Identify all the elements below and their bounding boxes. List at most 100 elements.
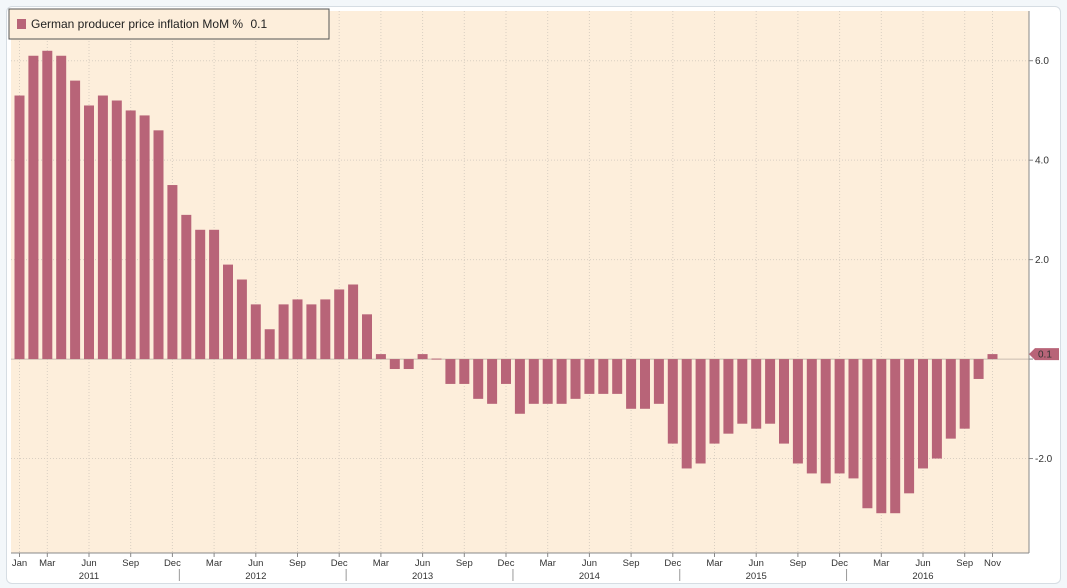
bar-dec-2013 xyxy=(501,359,511,384)
x-tick-label-month: Jun xyxy=(915,558,930,569)
bar-feb-2015 xyxy=(695,359,706,464)
bar-apr-2015 xyxy=(723,359,734,434)
y-tick-label: 6.0 xyxy=(1035,56,1049,67)
legend-box xyxy=(8,8,330,40)
bar-nov-2015 xyxy=(820,359,831,484)
x-tick-label-year: 2012 xyxy=(245,571,266,582)
bar-mar-2012 xyxy=(209,229,220,360)
bar-jun-2013 xyxy=(417,354,428,360)
x-tick-label-year: 2013 xyxy=(412,571,433,582)
bar-may-2015 xyxy=(737,359,748,424)
plot-background xyxy=(11,11,1029,553)
bar-jan-2012 xyxy=(181,214,192,360)
bar-apr-2014 xyxy=(556,359,567,404)
bar-jul-2012 xyxy=(264,329,275,360)
bar-feb-2014 xyxy=(528,359,539,404)
legend-label: German producer price inflation MoM % 0.… xyxy=(31,17,267,31)
bar-mar-2016 xyxy=(876,359,887,514)
bar-may-2016 xyxy=(904,359,915,494)
x-tick-label-month: Dec xyxy=(498,558,515,569)
bar-dec-2014 xyxy=(667,359,678,444)
x-tick-label-year: 2011 xyxy=(79,571,99,582)
chart-frame: 6.0 4.0 2.0 -2.0 Jan Mar Jun Sep Dec Mar Jun Sep De… xyxy=(6,6,1061,584)
x-tick-label-month: Jun xyxy=(81,558,96,569)
bar-oct-2013 xyxy=(473,359,484,399)
x-axis: Jan Mar Jun Sep Dec Mar Jun Sep Dec Mar Jun Sep Dec M… xyxy=(12,553,1001,582)
x-tick-label-month: Dec xyxy=(831,558,848,569)
x-tick-label-month: Sep xyxy=(122,558,139,569)
bar-mar-2011 xyxy=(42,50,53,360)
bar-jun-2016 xyxy=(918,359,928,469)
y-tick-label: -2.0 xyxy=(1035,454,1053,465)
x-tick-label-month: Sep xyxy=(289,558,306,569)
bar-oct-2015 xyxy=(806,359,817,474)
bar-nov-2013 xyxy=(487,359,498,404)
bar-jul-2013 xyxy=(431,358,442,360)
bar-feb-2011 xyxy=(28,55,39,360)
x-tick-label-year: 2016 xyxy=(912,571,933,582)
bar-may-2011 xyxy=(70,80,81,360)
bar-mar-2014 xyxy=(542,359,553,404)
last-value-label: 0.1 xyxy=(1038,350,1052,361)
y-axis: 6.0 4.0 2.0 -2.0 xyxy=(1029,56,1053,465)
x-tick-label-month: Mar xyxy=(39,558,55,569)
bar-aug-2015 xyxy=(779,359,789,444)
x-tick-label-month: Mar xyxy=(706,558,722,569)
y-tick-label: 4.0 xyxy=(1035,156,1049,167)
x-tick-label-month: Mar xyxy=(373,558,389,569)
x-tick-label-month: Sep xyxy=(956,558,973,569)
bar-jun-2014 xyxy=(584,359,595,394)
bar-apr-2016 xyxy=(890,359,901,514)
last-value-tag xyxy=(1029,348,1059,361)
bar-nov-2014 xyxy=(653,359,664,404)
bar-sep-2013 xyxy=(459,359,470,384)
y-tick-label: 2.0 xyxy=(1035,255,1049,266)
bar-dec-2015 xyxy=(834,359,845,474)
bar-series xyxy=(14,50,998,514)
x-tick-label-month: Sep xyxy=(456,558,473,569)
legend-value: 0.1 xyxy=(250,17,267,31)
x-tick-label-year: 2015 xyxy=(746,571,767,582)
x-tick-label-month: Jun xyxy=(749,558,764,569)
bar-jan-2015 xyxy=(681,359,692,469)
bar-aug-2014 xyxy=(612,359,623,394)
bar-nov-2016 xyxy=(987,354,998,360)
bar-sep-2015 xyxy=(792,359,803,464)
x-tick-label-month: Sep xyxy=(789,558,806,569)
bar-sep-2014 xyxy=(626,359,637,409)
x-tick-label-month: Nov xyxy=(984,558,1001,569)
legend-swatch xyxy=(17,19,26,29)
x-tick-label-month: Dec xyxy=(164,558,181,569)
x-tick-label-month: Mar xyxy=(206,558,222,569)
bar-aug-2016 xyxy=(945,359,956,439)
bar-jul-2015 xyxy=(765,359,776,424)
x-tick-label-month: Jun xyxy=(248,558,263,569)
x-tick-label-month: Mar xyxy=(540,558,556,569)
bar-chart: 6.0 4.0 2.0 -2.0 Jan Mar Jun Sep Dec Mar Jun Sep De… xyxy=(8,8,1059,582)
bar-oct-2014 xyxy=(640,359,650,409)
bar-oct-2012 xyxy=(306,304,317,360)
x-tick-label-month: Jan xyxy=(12,558,27,569)
bar-mar-2015 xyxy=(709,359,720,444)
bar-jan-2016 xyxy=(848,359,859,479)
bar-apr-2012 xyxy=(223,264,233,360)
bar-may-2013 xyxy=(403,359,414,370)
bar-nov-2011 xyxy=(153,130,164,360)
bar-may-2012 xyxy=(236,279,247,360)
bar-feb-2013 xyxy=(362,314,372,360)
bar-sep-2011 xyxy=(125,110,136,360)
vertical-gridlines xyxy=(19,11,993,553)
legend-series-name: German producer price inflation MoM % xyxy=(31,17,243,31)
bar-oct-2011 xyxy=(139,115,150,360)
bar-jun-2012 xyxy=(250,304,261,360)
x-tick-label-month: Jun xyxy=(415,558,430,569)
bar-feb-2016 xyxy=(862,359,873,509)
x-tick-label-month: Dec xyxy=(331,558,348,569)
bar-aug-2012 xyxy=(278,304,289,360)
bar-apr-2013 xyxy=(389,359,400,370)
bar-nov-2012 xyxy=(320,299,331,360)
bar-dec-2012 xyxy=(334,289,345,360)
bar-sep-2012 xyxy=(292,299,303,360)
x-tick-label-month: Jun xyxy=(582,558,597,569)
bar-apr-2011 xyxy=(56,55,67,360)
